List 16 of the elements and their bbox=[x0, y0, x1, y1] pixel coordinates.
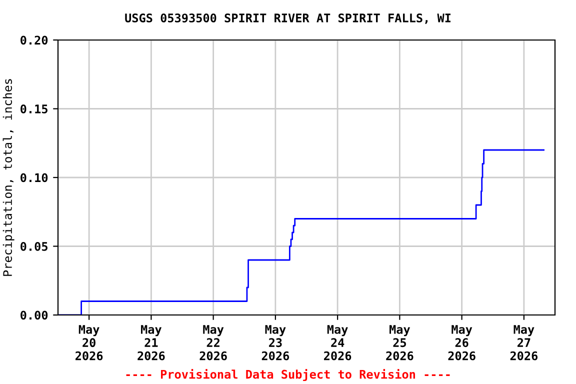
x-tick-label: May 21 2026 bbox=[138, 325, 165, 360]
y-tick-label: 0.10 bbox=[20, 173, 48, 182]
y-axis-title: Precipitation, total, inches bbox=[2, 79, 14, 276]
x-tick-label: May 20 2026 bbox=[76, 325, 103, 360]
chart-title: USGS 05393500 SPIRIT RIVER AT SPIRIT FALLS, WI bbox=[125, 13, 450, 24]
text: ---- Provisional Data Subject to Revision ---- bbox=[126, 368, 450, 382]
y-tick-label: 0.05 bbox=[20, 242, 48, 251]
x-tick-label: May 27 2026 bbox=[510, 325, 538, 360]
x-tick-label: May 23 2026 bbox=[262, 325, 290, 360]
y-tick-label: 0.15 bbox=[20, 104, 48, 114]
x-tick-label: May 22 2026 bbox=[200, 325, 227, 360]
x-tick-label: May 26 2026 bbox=[448, 325, 476, 360]
x-tick-label: May 25 2026 bbox=[386, 325, 414, 360]
y-tick-label: 0.20 bbox=[20, 36, 48, 45]
x-tick-label: May 24 2026 bbox=[324, 325, 352, 360]
y-tick-label: 0.00 bbox=[20, 310, 48, 320]
